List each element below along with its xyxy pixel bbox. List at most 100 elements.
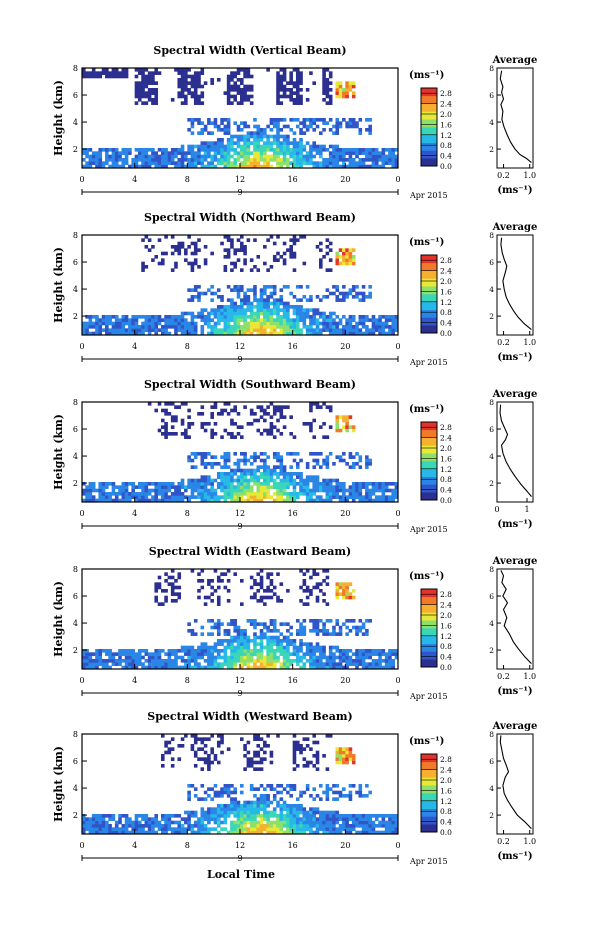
heatmap-cell (272, 820, 277, 825)
heatmap-cell (134, 68, 139, 72)
heatmap-cell (269, 301, 274, 306)
heatmap-cell (253, 418, 257, 423)
heatmap-cell (295, 482, 300, 486)
heatmap-cell (279, 820, 284, 825)
heatmap-cell (256, 659, 261, 663)
heatmap-cell (230, 288, 234, 292)
heatmap-cell (108, 74, 112, 79)
heatmap-cell (114, 315, 119, 319)
heatmap-cell (253, 737, 257, 741)
heatmap-cell (230, 488, 234, 493)
heatmap-cell (374, 485, 379, 489)
heatmap-cell (154, 492, 159, 496)
heatmap-cell (256, 131, 261, 135)
heatmap-cell (98, 498, 103, 503)
heatmap-cell (226, 492, 231, 496)
heatmap-cell (95, 652, 99, 656)
heatmap-cell (292, 642, 297, 646)
heatmap-cell (272, 485, 277, 489)
heatmap-cell (216, 78, 221, 82)
heatmap-cell (85, 161, 89, 165)
heatmap-cell (124, 331, 129, 336)
heatmap-cell (213, 321, 218, 326)
heatmap-cell (272, 151, 277, 155)
heatmap-cell (384, 820, 389, 825)
heatmap-cell (342, 88, 346, 92)
heatmap-cell (279, 331, 284, 336)
heatmap-cell (180, 498, 185, 503)
heatmap-cell (105, 662, 109, 666)
heatmap-cell (197, 827, 201, 831)
heatmap-cell (180, 245, 185, 249)
heatmap-cell (256, 737, 261, 741)
heatmap-cell (177, 71, 182, 75)
heatmap-cell (269, 425, 274, 429)
heatmap-cell (216, 472, 221, 476)
heatmap-cell (111, 488, 116, 493)
heatmap-cell (223, 118, 228, 122)
heatmap-cell (269, 164, 274, 169)
heatmap-cell (240, 632, 244, 636)
heatmap-cell (269, 754, 274, 758)
heatmap-cell (253, 804, 257, 808)
heatmap-cell (197, 797, 201, 801)
heatmap-cell (95, 662, 99, 666)
heatmap-cell (365, 498, 369, 503)
heatmap-cell (338, 750, 343, 755)
heatmap-cell (305, 810, 310, 815)
heatmap-cell (335, 784, 340, 788)
heatmap-cell (368, 164, 372, 169)
heatmap-cell (184, 662, 188, 666)
heatmap-cell (197, 161, 201, 165)
heatmap-cell (203, 455, 208, 459)
heatmap-cell (236, 412, 241, 416)
heatmap-cell (226, 642, 231, 646)
heatmap-cell (253, 582, 257, 586)
heatmap-cell (128, 321, 132, 326)
heatmap-cell (164, 485, 168, 489)
heatmap-cell (266, 465, 270, 469)
heatmap-cell (180, 74, 185, 79)
heatmap-cell (358, 148, 363, 152)
heatmap-cell (105, 151, 109, 155)
heatmap-cell (328, 649, 333, 653)
heatmap-cell (325, 575, 330, 580)
heatmap-cell (263, 261, 267, 266)
heatmap-cell (335, 589, 340, 593)
heatmap-cell (322, 74, 326, 79)
heatmap-cell (213, 462, 218, 466)
heatmap-cell (299, 235, 303, 239)
heatmap-cell (174, 492, 178, 496)
heatmap-cell (279, 817, 284, 821)
heatmap-cell (348, 488, 353, 493)
heatmap-cell (365, 455, 369, 459)
heatmap-cell (226, 285, 231, 289)
x-tick-label: 0 (395, 841, 400, 850)
heatmap-cell (213, 642, 218, 646)
heatmap-cell (131, 830, 135, 835)
heatmap-cell (203, 291, 208, 296)
heatmap-cell (322, 311, 326, 316)
heatmap-cell (128, 498, 132, 503)
heatmap-cell (325, 790, 330, 795)
heatmap-cell (193, 98, 198, 102)
colorbar-segment (421, 777, 437, 786)
heatmap-cell (174, 495, 178, 499)
heatmap-cell (282, 88, 287, 92)
heatmap-cell (147, 164, 152, 169)
heatmap-cell (348, 794, 353, 798)
heatmap-cell (144, 161, 149, 165)
heatmap-cell (259, 622, 264, 626)
heatmap-cell (111, 662, 116, 666)
heatmap-cell (286, 649, 290, 653)
colorbar-segment (421, 824, 437, 833)
heatmap-cell (154, 325, 159, 329)
heatmap-cell (325, 659, 330, 663)
heatmap-cell (309, 298, 313, 302)
heatmap-cell (302, 148, 307, 152)
heatmap-cell (328, 662, 333, 666)
heatmap-cell (223, 148, 228, 152)
heatmap-cell (368, 148, 372, 152)
heatmap-cell (335, 665, 340, 670)
heatmap-cell (170, 148, 175, 152)
